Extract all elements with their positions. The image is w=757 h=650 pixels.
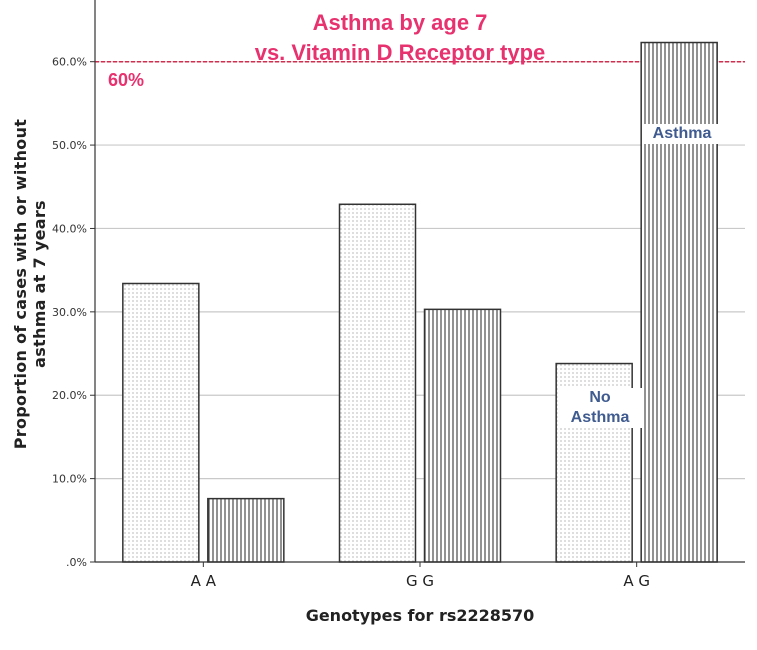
x-axis-label: Genotypes for rs2228570 [305, 606, 535, 625]
bar-aa-asthma [207, 497, 285, 563]
x-tick-label: A G [623, 572, 650, 590]
y-tick-label: 40.0% [52, 222, 87, 235]
annotation-no-asthma: No Asthma [558, 388, 642, 428]
y-tick-labels: .0% 10.0% 20.0% 30.0% 40.0% 50.0% 60.0% [52, 56, 87, 569]
reference-line-label: 60% [108, 70, 145, 90]
chart-title-line2: vs. Vitamin D Receptor type [254, 40, 546, 65]
bar-ag-asthma [640, 41, 718, 563]
bar-gg-no-asthma [338, 203, 417, 563]
bars [122, 41, 718, 563]
bar-gg-asthma [423, 308, 502, 563]
y-tick-label: 50.0% [52, 139, 87, 152]
y-axis-label: Proportion of cases with or without asth… [11, 118, 49, 450]
annotation-asthma: Asthma [642, 124, 722, 144]
y-tick-label: 60.0% [52, 56, 87, 69]
y-tick-label: 10.0% [52, 473, 87, 486]
bar-aa-no-asthma [122, 282, 200, 563]
chart-title-line1: Asthma by age 7 [312, 10, 488, 35]
y-tick-label: 30.0% [52, 306, 87, 319]
x-tick-label: G G [406, 572, 434, 590]
x-tick-label: A A [191, 572, 217, 590]
y-tick-label: 20.0% [52, 389, 87, 402]
y-tick-label: .0% [66, 556, 87, 569]
